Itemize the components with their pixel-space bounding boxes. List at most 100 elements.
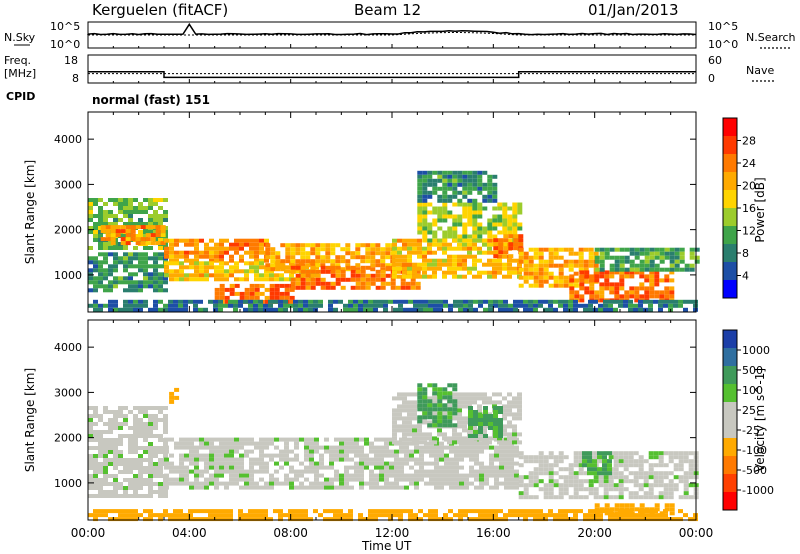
- power-cell-1720: [128, 299, 133, 304]
- power-cell-282: [138, 252, 143, 257]
- power-cell-411: [254, 238, 259, 243]
- power-cell-253: [113, 284, 118, 289]
- velocity-cell-543: [304, 449, 309, 454]
- power-cell-139: [158, 214, 163, 218]
- velocity-cell-879: [469, 453, 474, 458]
- power-cell-1771: [238, 299, 243, 304]
- velocity-cell-1964: [608, 513, 613, 518]
- power-cell-1357: [518, 242, 524, 247]
- power-cell-1508: [589, 294, 595, 299]
- power-cell-1428: [558, 271, 564, 276]
- power-cell-717: [360, 255, 366, 260]
- velocity-cell-371: [214, 437, 219, 442]
- power-cell-596: [274, 287, 280, 292]
- power-cell-32: [103, 218, 108, 222]
- velocity-cell-160: [133, 458, 138, 462]
- power-cell-1898: [493, 299, 498, 304]
- velocity-cell-1988: [653, 509, 658, 514]
- velocity-cell-1860: [383, 509, 388, 514]
- power-cell-1382: [528, 283, 534, 288]
- velocity-cell-1990: [653, 517, 658, 522]
- power-cell-1300: [467, 182, 473, 187]
- power-cell-460: [199, 277, 204, 282]
- velocity-cell-496: [274, 453, 279, 458]
- power-cell-1716: [118, 307, 123, 312]
- power-colorbar-swatch-3: [723, 172, 737, 191]
- power-cell-1048: [497, 270, 502, 275]
- power-cell-1122: [447, 214, 453, 219]
- velocity-cell-306: [179, 477, 184, 482]
- power-cell-1461: [583, 259, 589, 264]
- power-cell-610: [289, 287, 295, 292]
- velocity-cell-1538: [628, 463, 634, 468]
- power-cell-322: [158, 288, 163, 293]
- velocity-cell-873: [464, 481, 469, 486]
- velocity-cell-559: [309, 481, 314, 486]
- power-cell-940: [427, 246, 432, 251]
- power-cell-490: [239, 277, 244, 282]
- velocity-cell-545: [304, 457, 309, 462]
- velocity-cell-847: [454, 457, 459, 462]
- velocity-cell-1331: [493, 422, 498, 426]
- power-cell-1035: [492, 258, 497, 263]
- power-cell-1875: [443, 303, 448, 308]
- power-cell-1923: [538, 303, 543, 308]
- power-cell-506: [259, 277, 264, 282]
- power-cell-1573: [644, 294, 650, 299]
- power-cell-292: [143, 260, 148, 265]
- power-cell-121: [148, 214, 153, 218]
- velocity-cell-291: [174, 441, 179, 446]
- velocity-cell-1851: [363, 517, 368, 522]
- velocity-cell-1531: [623, 467, 629, 472]
- velocity-cell-669: [369, 461, 374, 466]
- velocity-cell-1972: [623, 513, 628, 518]
- power-cell-1688: [679, 247, 685, 252]
- power-cell-450: [189, 277, 194, 282]
- power-cell-1342: [498, 250, 504, 255]
- power-cell-297: [143, 280, 148, 285]
- velocity-cell-98: [113, 466, 118, 470]
- power-cell-1054: [502, 266, 507, 271]
- power-colorbar-tick-label-6: 4: [742, 270, 749, 283]
- power-cell-559: [224, 295, 230, 300]
- power-cell-677: [320, 247, 326, 252]
- velocity-cell-1437: [573, 483, 579, 488]
- velocity-cell-81: [108, 462, 113, 466]
- power-cell-85: [128, 218, 133, 222]
- power-cell-1882: [458, 307, 463, 312]
- velocity-cell-1255: [427, 415, 433, 420]
- power-cell-883: [392, 262, 397, 267]
- noise-left-tick-high: 10^5: [50, 20, 80, 33]
- power-cell-1758: [208, 299, 213, 304]
- power-cell-165: [110, 225, 116, 230]
- power-cell-1596: [664, 294, 670, 299]
- velocity-cell-21: [93, 422, 98, 426]
- velocity-cell-353: [204, 457, 209, 462]
- power-cell-486: [234, 265, 239, 270]
- velocity-cell-167: [133, 490, 138, 494]
- power-cell-1768: [233, 299, 238, 304]
- power-cell-247: [113, 256, 118, 261]
- power-cell-1482: [569, 274, 575, 279]
- power-cell-583: [254, 295, 260, 300]
- velocity-cell-514: [284, 473, 289, 478]
- power-cell-1141: [462, 206, 468, 211]
- power-cell-1791: [278, 299, 283, 304]
- velocity-cell-1422: [563, 491, 569, 496]
- power-cell-1600: [669, 286, 675, 291]
- velocity-cell-187: [143, 406, 148, 410]
- velocity-cell-242: [158, 434, 163, 438]
- power-cell-1425: [558, 255, 564, 260]
- velocity-cell-447: [244, 485, 249, 490]
- velocity-cell-53: [103, 406, 108, 410]
- power-cell-702: [345, 247, 351, 252]
- velocity-cell-706: [384, 477, 389, 482]
- velocity-cell-1502: [608, 479, 614, 484]
- velocity-cell-1211: [507, 432, 512, 437]
- power-cell-678: [320, 255, 326, 260]
- power-cell-1864: [423, 307, 428, 312]
- velocity-cell-212: [148, 450, 153, 454]
- velocity-cell-111: [118, 438, 123, 442]
- velocity-cell-981: [392, 408, 397, 413]
- power-cell-419: [259, 246, 264, 251]
